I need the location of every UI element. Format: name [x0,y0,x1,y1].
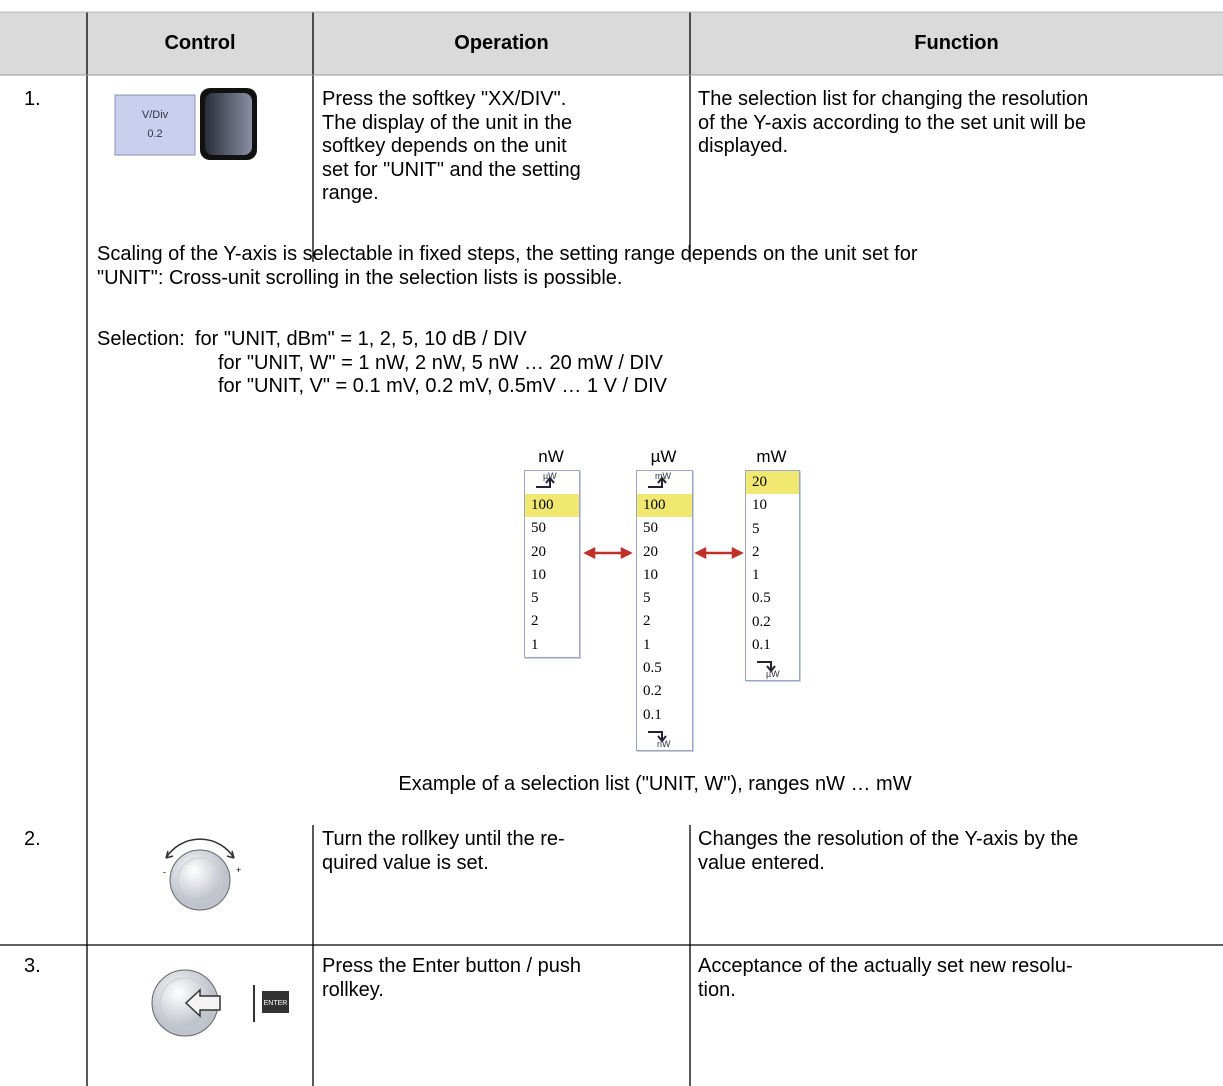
scroll-arrow [648,476,667,488]
svg-text:-: - [163,867,166,877]
selection-list: mW 100 50 20 10 5 2 1 0.5 0.2 0.1 nW [636,470,693,751]
header-cell: Operation [454,32,549,54]
selection-line: for "UNIT, dBm" = 1, 2, 5, 10 dB / DIV [195,328,527,350]
scroll-unit: µW [766,669,780,680]
list-item: 0.5 [752,590,771,607]
row-number: 1. [24,88,41,110]
scroll-unit: nW [657,738,671,749]
list-item: 10 [752,497,767,514]
list-title: µW [650,447,677,466]
list-item: 1 [643,636,651,653]
operation-text: quired value is set. [322,851,489,874]
enter-button [262,991,289,1013]
scroll-icon: mW [637,471,692,494]
operation-text: The display of the unit in the [322,111,573,134]
list-item: 0.2 [643,683,662,700]
row-number: 2. [24,828,41,850]
list-item: 2 [531,613,539,630]
selection-list: µW 100 50 20 10 5 2 1 [524,470,580,659]
selection-line: for "UNIT, W" = 1 nW, 2 nW, 5 nW … 20 mW… [218,351,663,374]
function-text: Acceptance of the actually set new resol… [698,955,1073,977]
header-cell: Control [164,32,236,54]
list-item: 50 [643,520,658,537]
selection-label: Selection: [97,328,185,350]
enter-label: ENTER [264,1000,288,1007]
scroll-arrow [536,476,555,488]
list-item: 10 [531,566,546,583]
function-text: tion. [698,978,736,1001]
list-item: 0.5 [643,660,662,677]
operation-text: rollkey. [322,978,384,1001]
svg-text:+: + [236,865,241,875]
list-item: 0.2 [752,613,771,630]
list-item: 20 [746,471,799,495]
function-text: displayed. [698,135,789,157]
softkey-value: 0.2 [147,128,162,140]
operation-text: Press the softkey "XX/DIV". [322,88,567,110]
list-item: 1 [531,636,539,653]
operation-text: range. [322,182,379,204]
scroll-unit: µW [543,471,557,481]
list-item: 0.1 [643,706,662,723]
softkey-label: V/Div [142,109,169,121]
operation-text: set for "UNIT" and the setting [322,158,581,181]
note-text: Scaling of the Y-axis is selectable in f… [97,243,918,265]
list-item: 10 [643,566,658,583]
scroll-arrow [757,661,776,673]
list-item: 2 [752,543,760,560]
list-item: 20 [531,543,546,560]
list-item: 50 [531,520,546,537]
scroll-icon: nW [637,727,692,750]
softkey [114,94,196,156]
rollkey [169,849,231,911]
list-item: 100 [525,494,579,518]
note-text: "UNIT": Cross-unit scrolling in the sele… [97,266,623,289]
caption: Example of a selection list ("UNIT, W"),… [398,773,912,795]
list-item: 5 [752,520,760,537]
operation-text: softkey depends on the unit [322,135,567,157]
scroll-unit: mW [655,471,671,481]
list-item: 1 [752,567,760,584]
list-item: 20 [643,543,658,560]
list-item: 0.1 [752,637,771,654]
list-item: 2 [643,613,651,630]
header-cell: Function [914,32,999,54]
list-title: nW [538,447,564,466]
scroll-icon: µW [746,657,799,680]
scroll-icon: µW [525,471,579,494]
list-item: 5 [643,590,651,607]
function-text: The selection list for changing the reso… [698,88,1089,110]
list-item: 5 [531,590,539,607]
header-bg [0,12,1223,75]
function-text: Changes the resolution of the Y-axis by … [698,828,1079,850]
operation-text: Press the Enter button / push [322,955,582,977]
list-item: 100 [637,494,692,518]
function-text: of the Y-axis according to the set unit … [698,111,1087,134]
function-text: value entered. [698,851,825,874]
scroll-arrow [648,730,667,743]
selection-line: for "UNIT, V" = 0.1 mV, 0.2 mV, 0.5mV … … [218,375,668,397]
selection-list: 20 10 5 2 1 0.5 0.2 0.1 µW [745,470,800,682]
operation-text: Turn the rollkey until the re- [322,828,565,850]
row-number: 3. [24,955,41,977]
list-title: mW [756,447,787,466]
